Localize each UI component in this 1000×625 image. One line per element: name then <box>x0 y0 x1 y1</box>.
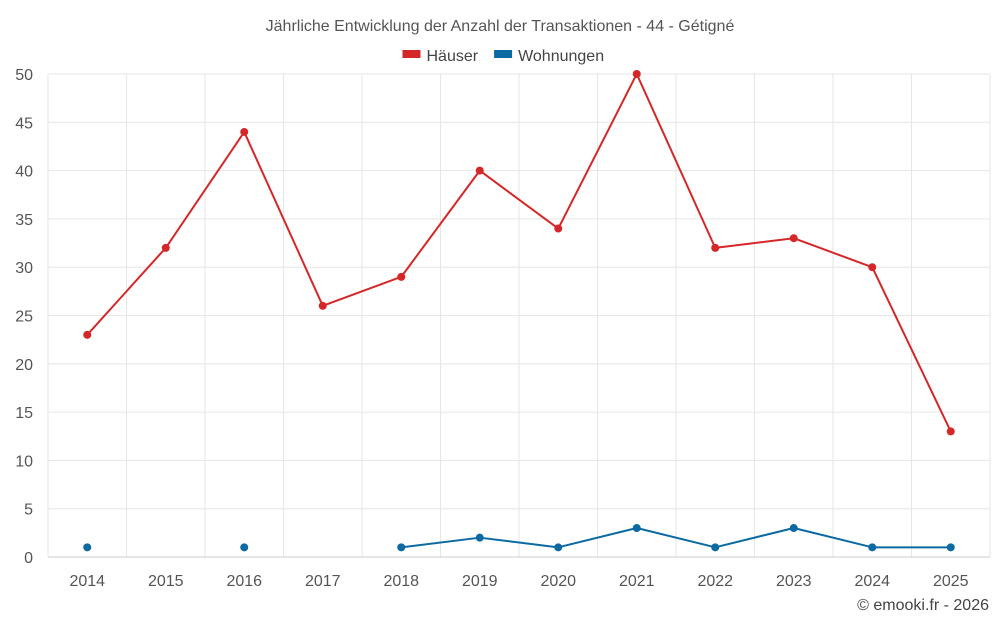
x-tick-label: 2018 <box>383 573 419 590</box>
data-point <box>397 543 406 552</box>
data-point <box>554 543 563 552</box>
data-point <box>554 224 563 233</box>
chart-series <box>83 70 955 552</box>
legend-swatch <box>494 50 513 58</box>
data-point <box>632 524 641 533</box>
data-point <box>946 543 955 552</box>
legend-label: Häuser <box>427 48 479 65</box>
data-point <box>711 543 720 552</box>
x-tick-label: 2015 <box>148 573 184 590</box>
data-point <box>475 533 484 542</box>
x-tick-label: 2021 <box>619 573 655 590</box>
data-point <box>240 543 249 552</box>
y-tick-label: 40 <box>15 164 33 181</box>
data-point <box>161 243 170 252</box>
x-tick-label: 2025 <box>933 573 969 590</box>
y-tick-label: 35 <box>15 212 33 229</box>
data-point <box>789 524 798 533</box>
y-tick-label: 0 <box>24 550 33 567</box>
data-point <box>83 330 92 339</box>
y-axis: 0 5 10 15 20 25 30 35 40 45 50 <box>15 67 33 567</box>
data-point <box>946 427 955 436</box>
y-tick-label: 10 <box>15 453 33 470</box>
data-point <box>711 243 720 252</box>
data-point <box>83 543 92 552</box>
y-tick-label: 15 <box>15 405 33 422</box>
x-tick-label: 2014 <box>69 573 105 590</box>
series-line <box>86 73 952 432</box>
y-tick-label: 30 <box>15 260 33 277</box>
x-tick-label: 2024 <box>854 573 890 590</box>
legend-swatch <box>402 50 421 58</box>
data-point <box>632 70 641 78</box>
x-tick-label: 2023 <box>776 573 812 590</box>
legend-label: Wohnungen <box>518 48 604 65</box>
grid-lines <box>47 73 991 558</box>
legend-item: Wohnungen <box>494 48 604 65</box>
chart-legend: Häuser Wohnungen <box>402 48 604 65</box>
data-point <box>868 543 877 552</box>
x-tick-label: 2017 <box>305 573 341 590</box>
y-tick-label: 45 <box>15 115 33 132</box>
data-point <box>789 234 798 243</box>
series-line <box>401 527 951 549</box>
y-tick-label: 20 <box>15 357 33 374</box>
x-tick-label: 2016 <box>226 573 262 590</box>
chart-title: Jährliche Entwicklung der Anzahl der Tra… <box>266 18 735 35</box>
data-point <box>475 166 484 175</box>
x-tick-label: 2019 <box>462 573 498 590</box>
x-tick-label: 2020 <box>540 573 576 590</box>
data-point <box>240 127 249 136</box>
y-tick-label: 50 <box>15 67 33 84</box>
data-point <box>318 301 327 310</box>
x-tick-label: 2022 <box>697 573 733 590</box>
x-axis: 2014 2015 2016 2017 2018 2019 2020 2021 2022 2023… <box>48 556 990 590</box>
y-tick-label: 5 <box>24 502 33 519</box>
series-1 <box>83 524 955 552</box>
y-tick-label: 25 <box>15 309 33 326</box>
legend-item: Häuser <box>402 48 479 65</box>
series-0 <box>83 70 955 436</box>
data-point <box>397 272 406 281</box>
credit-label: © emooki.fr - 2026 <box>857 597 989 614</box>
data-point <box>868 263 877 272</box>
